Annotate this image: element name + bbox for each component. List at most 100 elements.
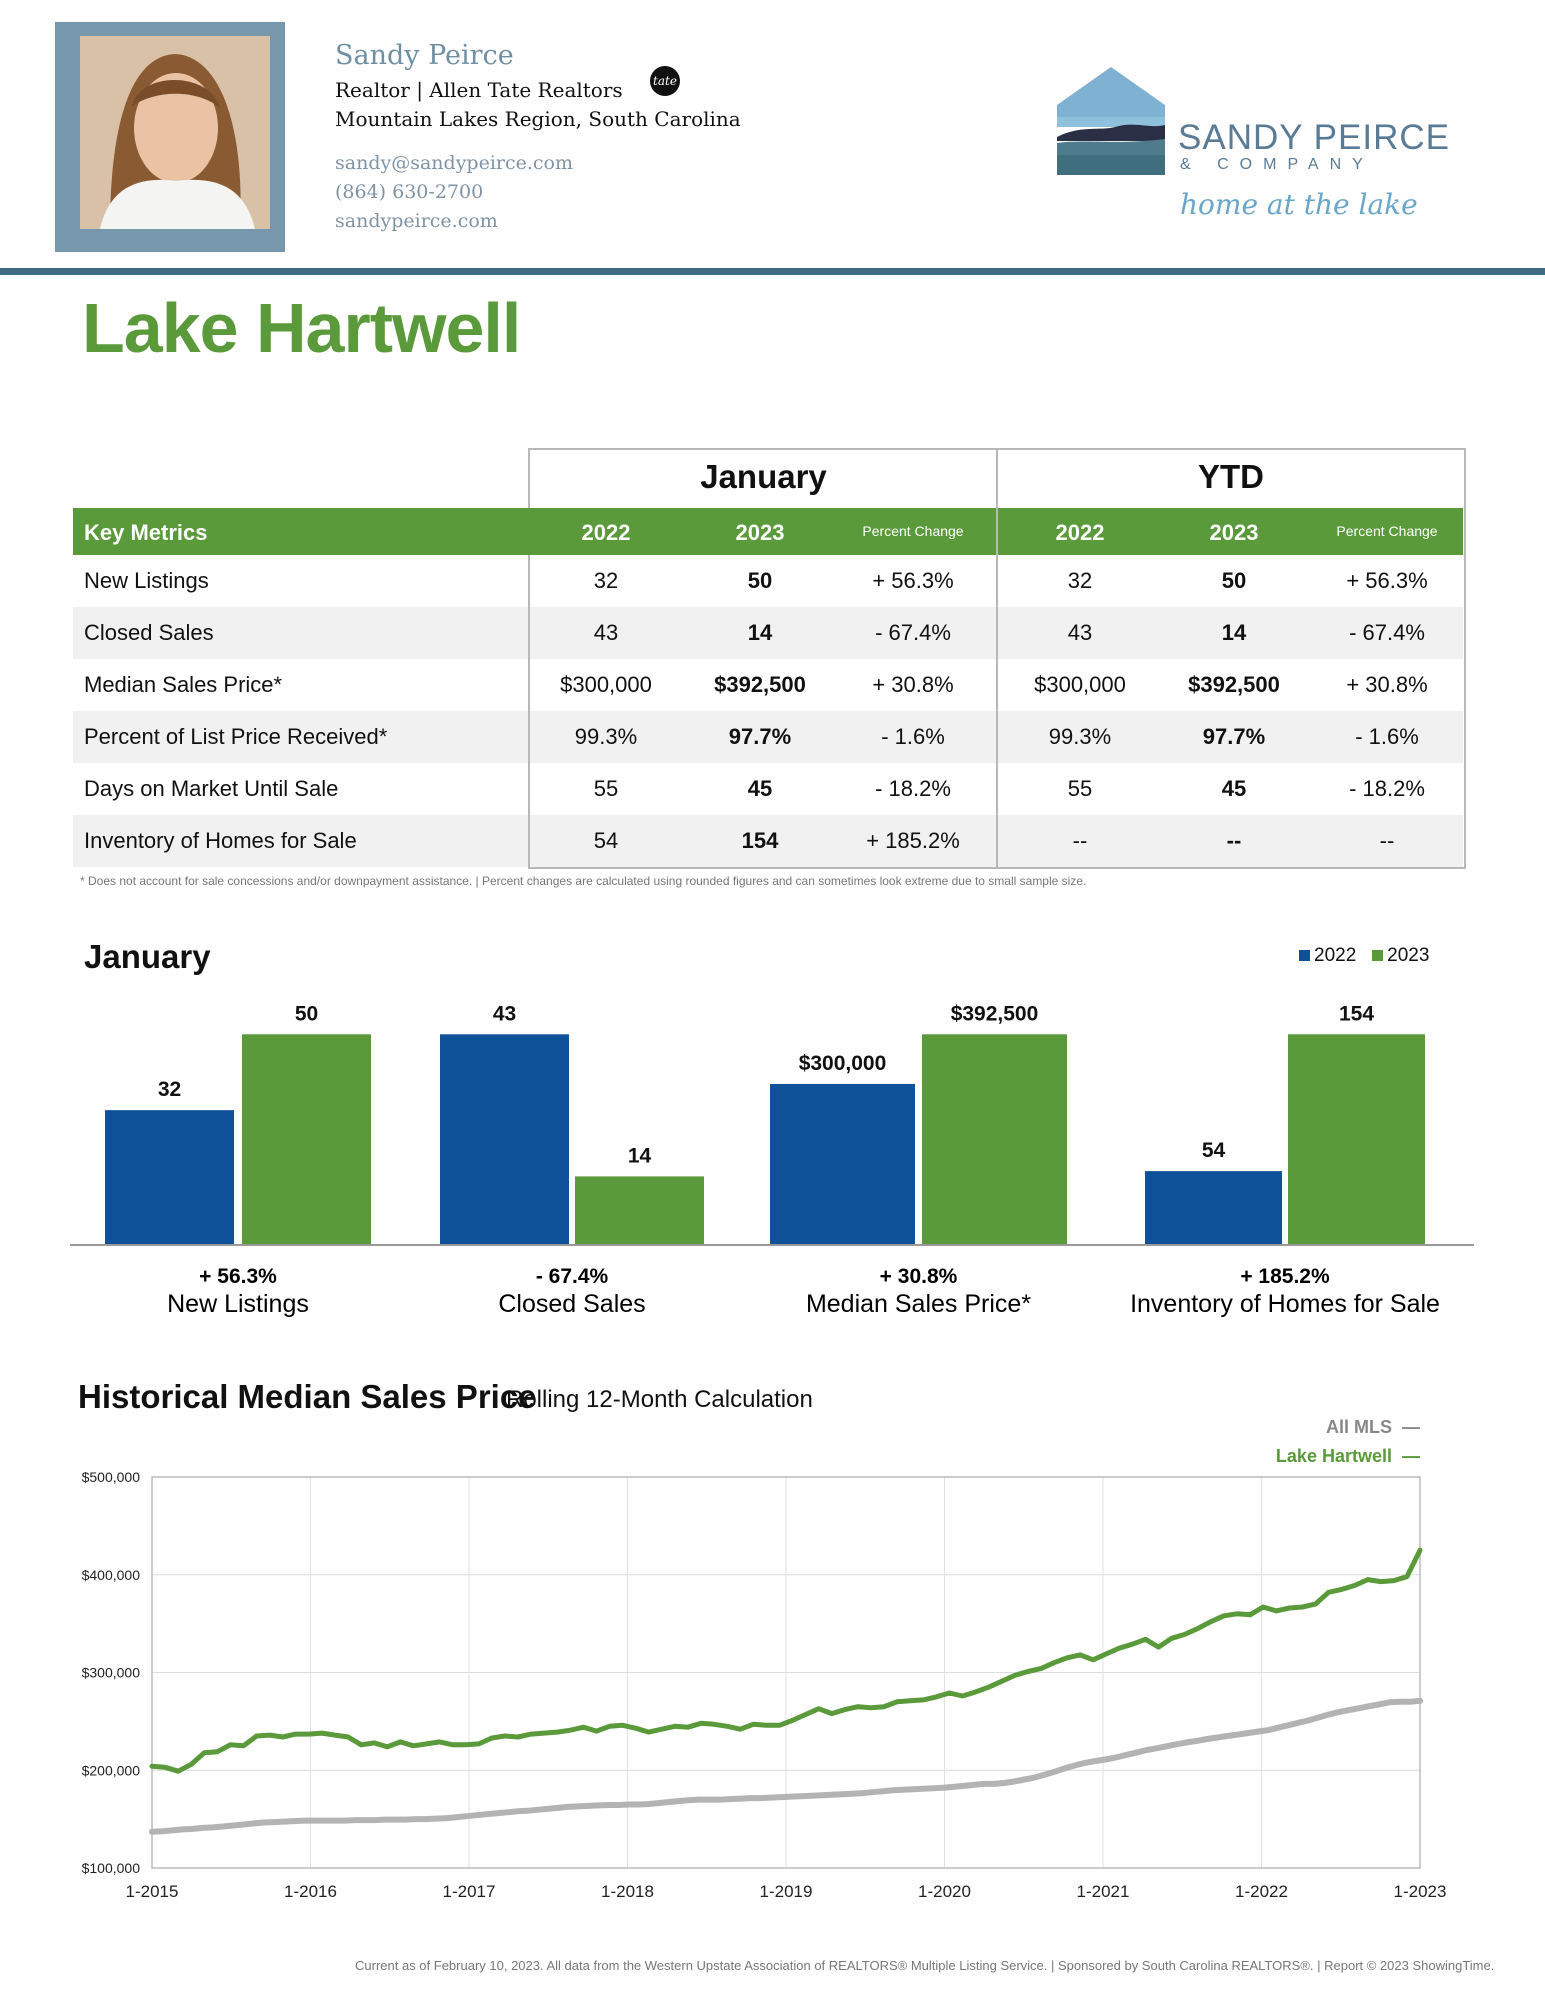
- table-cell: $300,000: [560, 672, 652, 697]
- table-cell: + 30.8%: [872, 672, 954, 697]
- bar-value-label: 32: [158, 1078, 181, 1101]
- header-ytd-2022: 2022: [1055, 520, 1105, 545]
- table-cell: - 1.6%: [1355, 724, 1419, 749]
- table-cell: 55: [1067, 776, 1093, 801]
- bar-value-label: 50: [295, 1002, 318, 1025]
- table-cell: 99.3%: [1048, 724, 1112, 749]
- agent-email-link[interactable]: sandy@sandypeirce.com: [335, 152, 574, 174]
- header-ytd-2023: 2023: [1209, 520, 1259, 545]
- table-cell: + 56.3%: [872, 568, 954, 593]
- brand-tagline: home at the lake: [1180, 188, 1418, 221]
- bar-value-label: $392,500: [951, 1002, 1039, 1025]
- table-cell: 55: [593, 776, 619, 801]
- legend-item-lake-hartwell: Lake Hartwell —: [1275, 1446, 1420, 1466]
- tate-logo-badge: tate: [650, 66, 680, 96]
- table-cell: 45: [747, 776, 773, 801]
- row-label: Closed Sales: [84, 620, 214, 645]
- table-cell: + 185.2%: [866, 828, 960, 853]
- bar-value-label: 54: [1202, 1139, 1226, 1162]
- line-chart-subtitle: Rolling 12-Month Calculation: [506, 1386, 813, 1413]
- bar-2022: [1145, 1171, 1282, 1245]
- x-tick-label: 1-2023: [1394, 1882, 1447, 1900]
- row-label: Inventory of Homes for Sale: [84, 828, 357, 853]
- row-label: Median Sales Price*: [84, 672, 283, 697]
- table-cell: 43: [1067, 620, 1093, 645]
- table-cell: $392,500: [714, 672, 806, 697]
- table-cell: --: [1226, 828, 1242, 853]
- metric-name: Closed Sales: [498, 1290, 645, 1318]
- metric-name: Inventory of Homes for Sale: [1130, 1290, 1440, 1318]
- table-footnote: * Does not account for sale concessions …: [80, 874, 1087, 888]
- table-cell: - 67.4%: [1349, 620, 1425, 645]
- page-title: Lake Hartwell: [82, 289, 521, 367]
- legend-item-2022: 2022: [1299, 945, 1356, 966]
- table-cell: 32: [1067, 568, 1093, 593]
- table-divider-label: [528, 555, 530, 869]
- table-row: [73, 659, 1463, 711]
- table-cell: $392,500: [1188, 672, 1280, 697]
- table-row: [73, 763, 1463, 815]
- table-cell: $300,000: [1034, 672, 1126, 697]
- table-row: [73, 607, 1463, 659]
- table-cell: + 56.3%: [1346, 568, 1428, 593]
- table-cell: --: [1379, 828, 1395, 853]
- y-tick-label: $200,000: [82, 1762, 141, 1778]
- bar-2023: [1288, 1034, 1425, 1245]
- bar-chart-title: January: [84, 938, 211, 975]
- table-cell: - 1.6%: [881, 724, 945, 749]
- metric-percent-change: + 185.2%: [1240, 1265, 1330, 1288]
- bar-2023: [575, 1176, 704, 1245]
- bar-2022: [770, 1083, 915, 1245]
- table-cell: --: [1072, 828, 1088, 853]
- bar-chart: 32 50 + 56.3%New Listings 43 14 - 67.4%Closed…: [70, 1002, 1474, 1318]
- bar-value-label: 14: [628, 1144, 652, 1167]
- bar-value-label: 43: [493, 1002, 516, 1025]
- table-divider-ytd: [996, 448, 998, 869]
- series-line-lake-hartwell: [149, 1547, 1423, 1774]
- row-label: Days on Market Until Sale: [84, 776, 339, 801]
- row-label: Percent of List Price Received*: [84, 724, 388, 749]
- table-cell: 54: [593, 828, 619, 853]
- table-cell: 50: [1221, 568, 1247, 593]
- legend-item-2023: 2023: [1372, 945, 1429, 966]
- table-cell: 97.7%: [1202, 724, 1266, 749]
- table-header-row: [73, 508, 1463, 555]
- agent-region: Mountain Lakes Region, South Carolina: [335, 107, 741, 131]
- table-cell: 32: [593, 568, 619, 593]
- table-cell: 43: [593, 620, 619, 645]
- brand-subname: & COMPANY: [1180, 156, 1374, 173]
- agent-website-link[interactable]: sandypeirce.com: [335, 210, 498, 232]
- header-jan-2023: 2023: [735, 520, 785, 545]
- table-cell: 45: [1221, 776, 1247, 801]
- table-cell: 14: [747, 620, 773, 645]
- header-jan-pct: Percent Change: [862, 523, 964, 539]
- bar-2022: [440, 1034, 569, 1245]
- agent-title: Realtor | Allen Tate Realtors: [335, 78, 623, 102]
- table-cell: - 18.2%: [875, 776, 951, 801]
- metric-percent-change: + 56.3%: [199, 1265, 277, 1288]
- table-row: [73, 711, 1463, 763]
- series-line-all-mls: [149, 1697, 1423, 1835]
- table-row: [73, 815, 1463, 867]
- agent-phone[interactable]: (864) 630-2700: [335, 181, 484, 203]
- table-cell: + 30.8%: [1346, 672, 1428, 697]
- bar-chart-legend: 2022 2023: [1299, 945, 1429, 967]
- bar-value-label: $300,000: [799, 1052, 887, 1075]
- header-divider: [0, 268, 1545, 275]
- table-cell: 14: [1221, 620, 1247, 645]
- x-tick-label: 1-2021: [1077, 1882, 1130, 1900]
- brand-name: SANDY PEIRCE: [1178, 118, 1450, 157]
- lake-house-logo-icon: [1055, 65, 1167, 182]
- table-cell: - 18.2%: [1349, 776, 1425, 801]
- y-tick-label: $300,000: [82, 1665, 141, 1681]
- line-chart: $100,000 $200,000 $300,000 $400,000 $500,000…: [82, 1469, 1447, 1900]
- header-ytd-pct: Percent Change: [1336, 523, 1438, 539]
- x-tick-label: 1-2019: [760, 1882, 813, 1900]
- x-tick-label: 1-2016: [284, 1882, 337, 1900]
- plot-area-frame: [151, 1476, 1421, 1869]
- metric-name: New Listings: [167, 1290, 309, 1318]
- table-cell: 99.3%: [574, 724, 638, 749]
- table-cell: 50: [747, 568, 773, 593]
- y-tick-label: $500,000: [82, 1469, 141, 1485]
- bar-2023: [922, 1034, 1067, 1245]
